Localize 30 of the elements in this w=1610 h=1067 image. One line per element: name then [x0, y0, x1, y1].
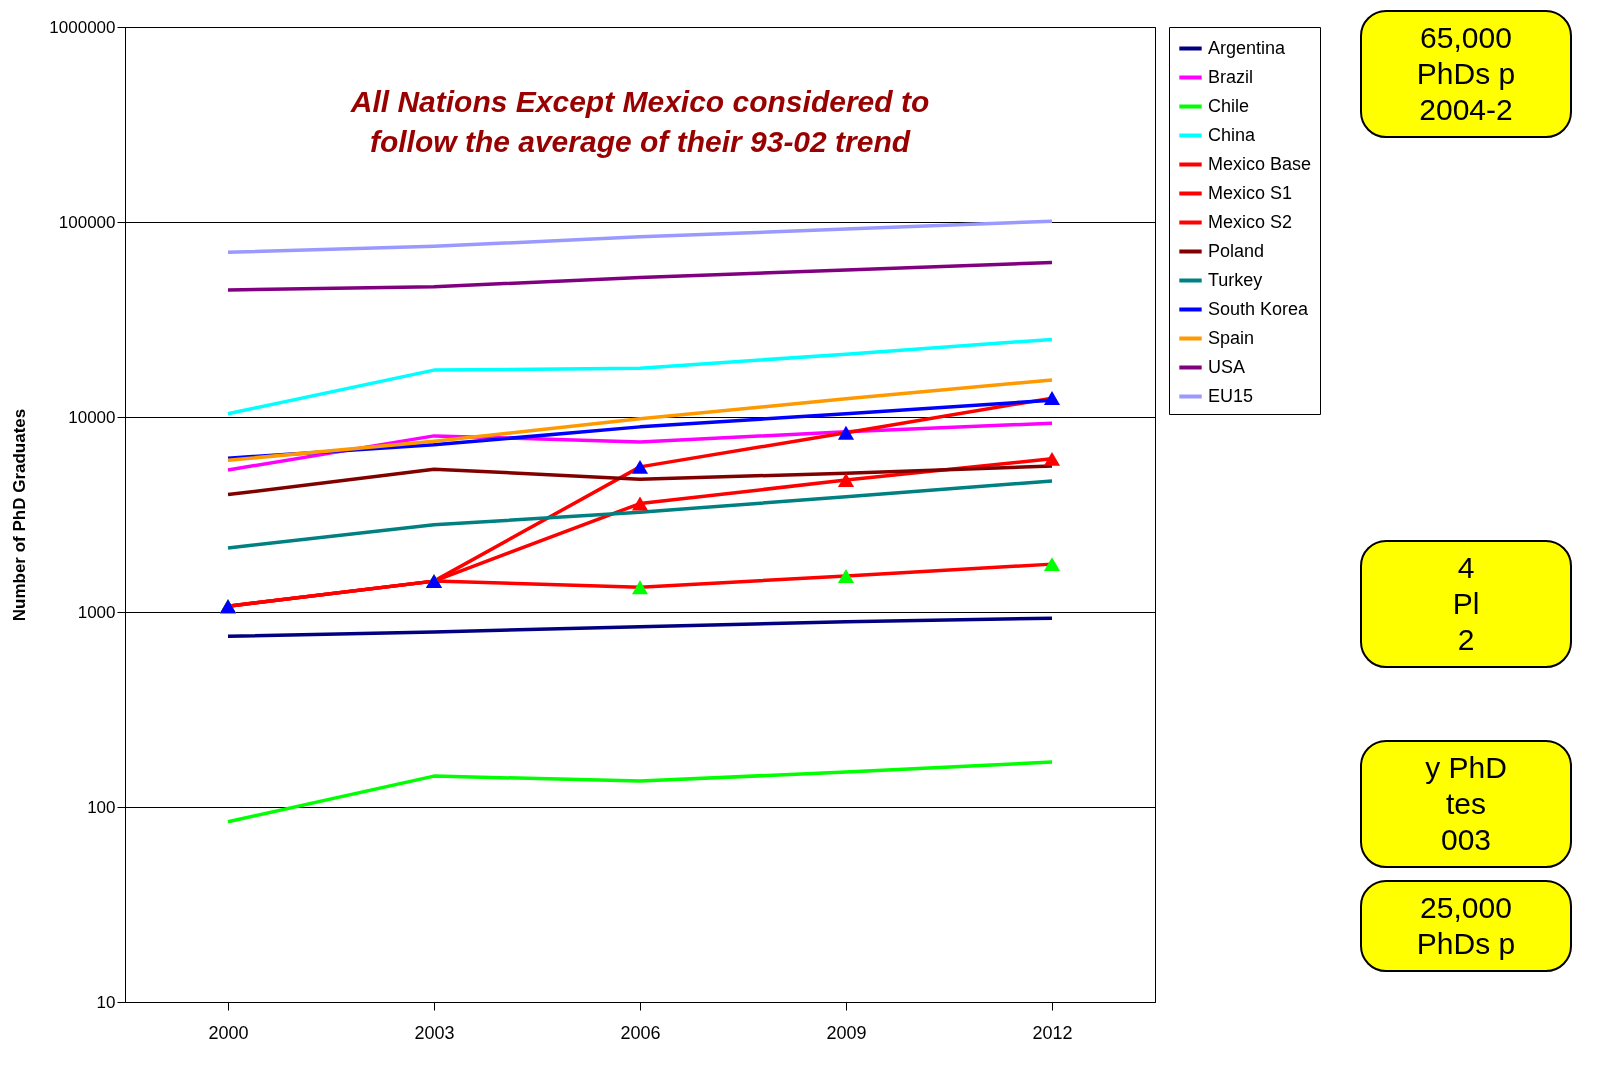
x-tick-label: 2009	[826, 1022, 867, 1043]
text: y PhD tes 003	[1360, 740, 1572, 868]
x-tick-label: 2012	[1032, 1022, 1073, 1043]
legend-label: Turkey	[1208, 269, 1263, 290]
y-tick-label: 1000	[77, 602, 116, 622]
legend-label: Spain	[1208, 327, 1255, 348]
legend-label: Brazil	[1208, 66, 1254, 87]
text: 4 Pl 2	[1360, 540, 1572, 668]
legend-label: Argentina	[1208, 37, 1287, 58]
legend-label: China	[1208, 124, 1257, 145]
legend-label: Mexico S2	[1208, 211, 1293, 232]
legend-label: Chile	[1208, 95, 1250, 116]
y-tick-label: 1000000	[49, 17, 116, 37]
x-tick-label: 2003	[414, 1022, 455, 1043]
y-tick-label: 100000	[58, 212, 116, 232]
text: 65,000 PhDs p 2004-2	[1360, 10, 1572, 138]
legend-label: USA	[1208, 356, 1246, 377]
y-tick-label: 10	[96, 992, 116, 1012]
legend-label: Poland	[1208, 240, 1265, 261]
text: All Nations Except Mexico considered to follow the average of their 93-02 trend	[349, 85, 930, 158]
legend-label: Mexico S1	[1208, 182, 1293, 203]
legend-label: Mexico Base	[1208, 153, 1312, 174]
x-tick-label: 2006	[620, 1022, 661, 1043]
legend-label: EU15	[1208, 385, 1254, 406]
x-tick-label: 2000	[208, 1022, 249, 1043]
text: 25,000 PhDs p	[1360, 880, 1572, 972]
y-tick-label: 10000	[68, 407, 116, 427]
legend-label: South Korea	[1208, 298, 1310, 319]
y-axis-title: Number of PhD Graduates	[10, 408, 30, 622]
y-tick-label: 100	[87, 797, 116, 817]
